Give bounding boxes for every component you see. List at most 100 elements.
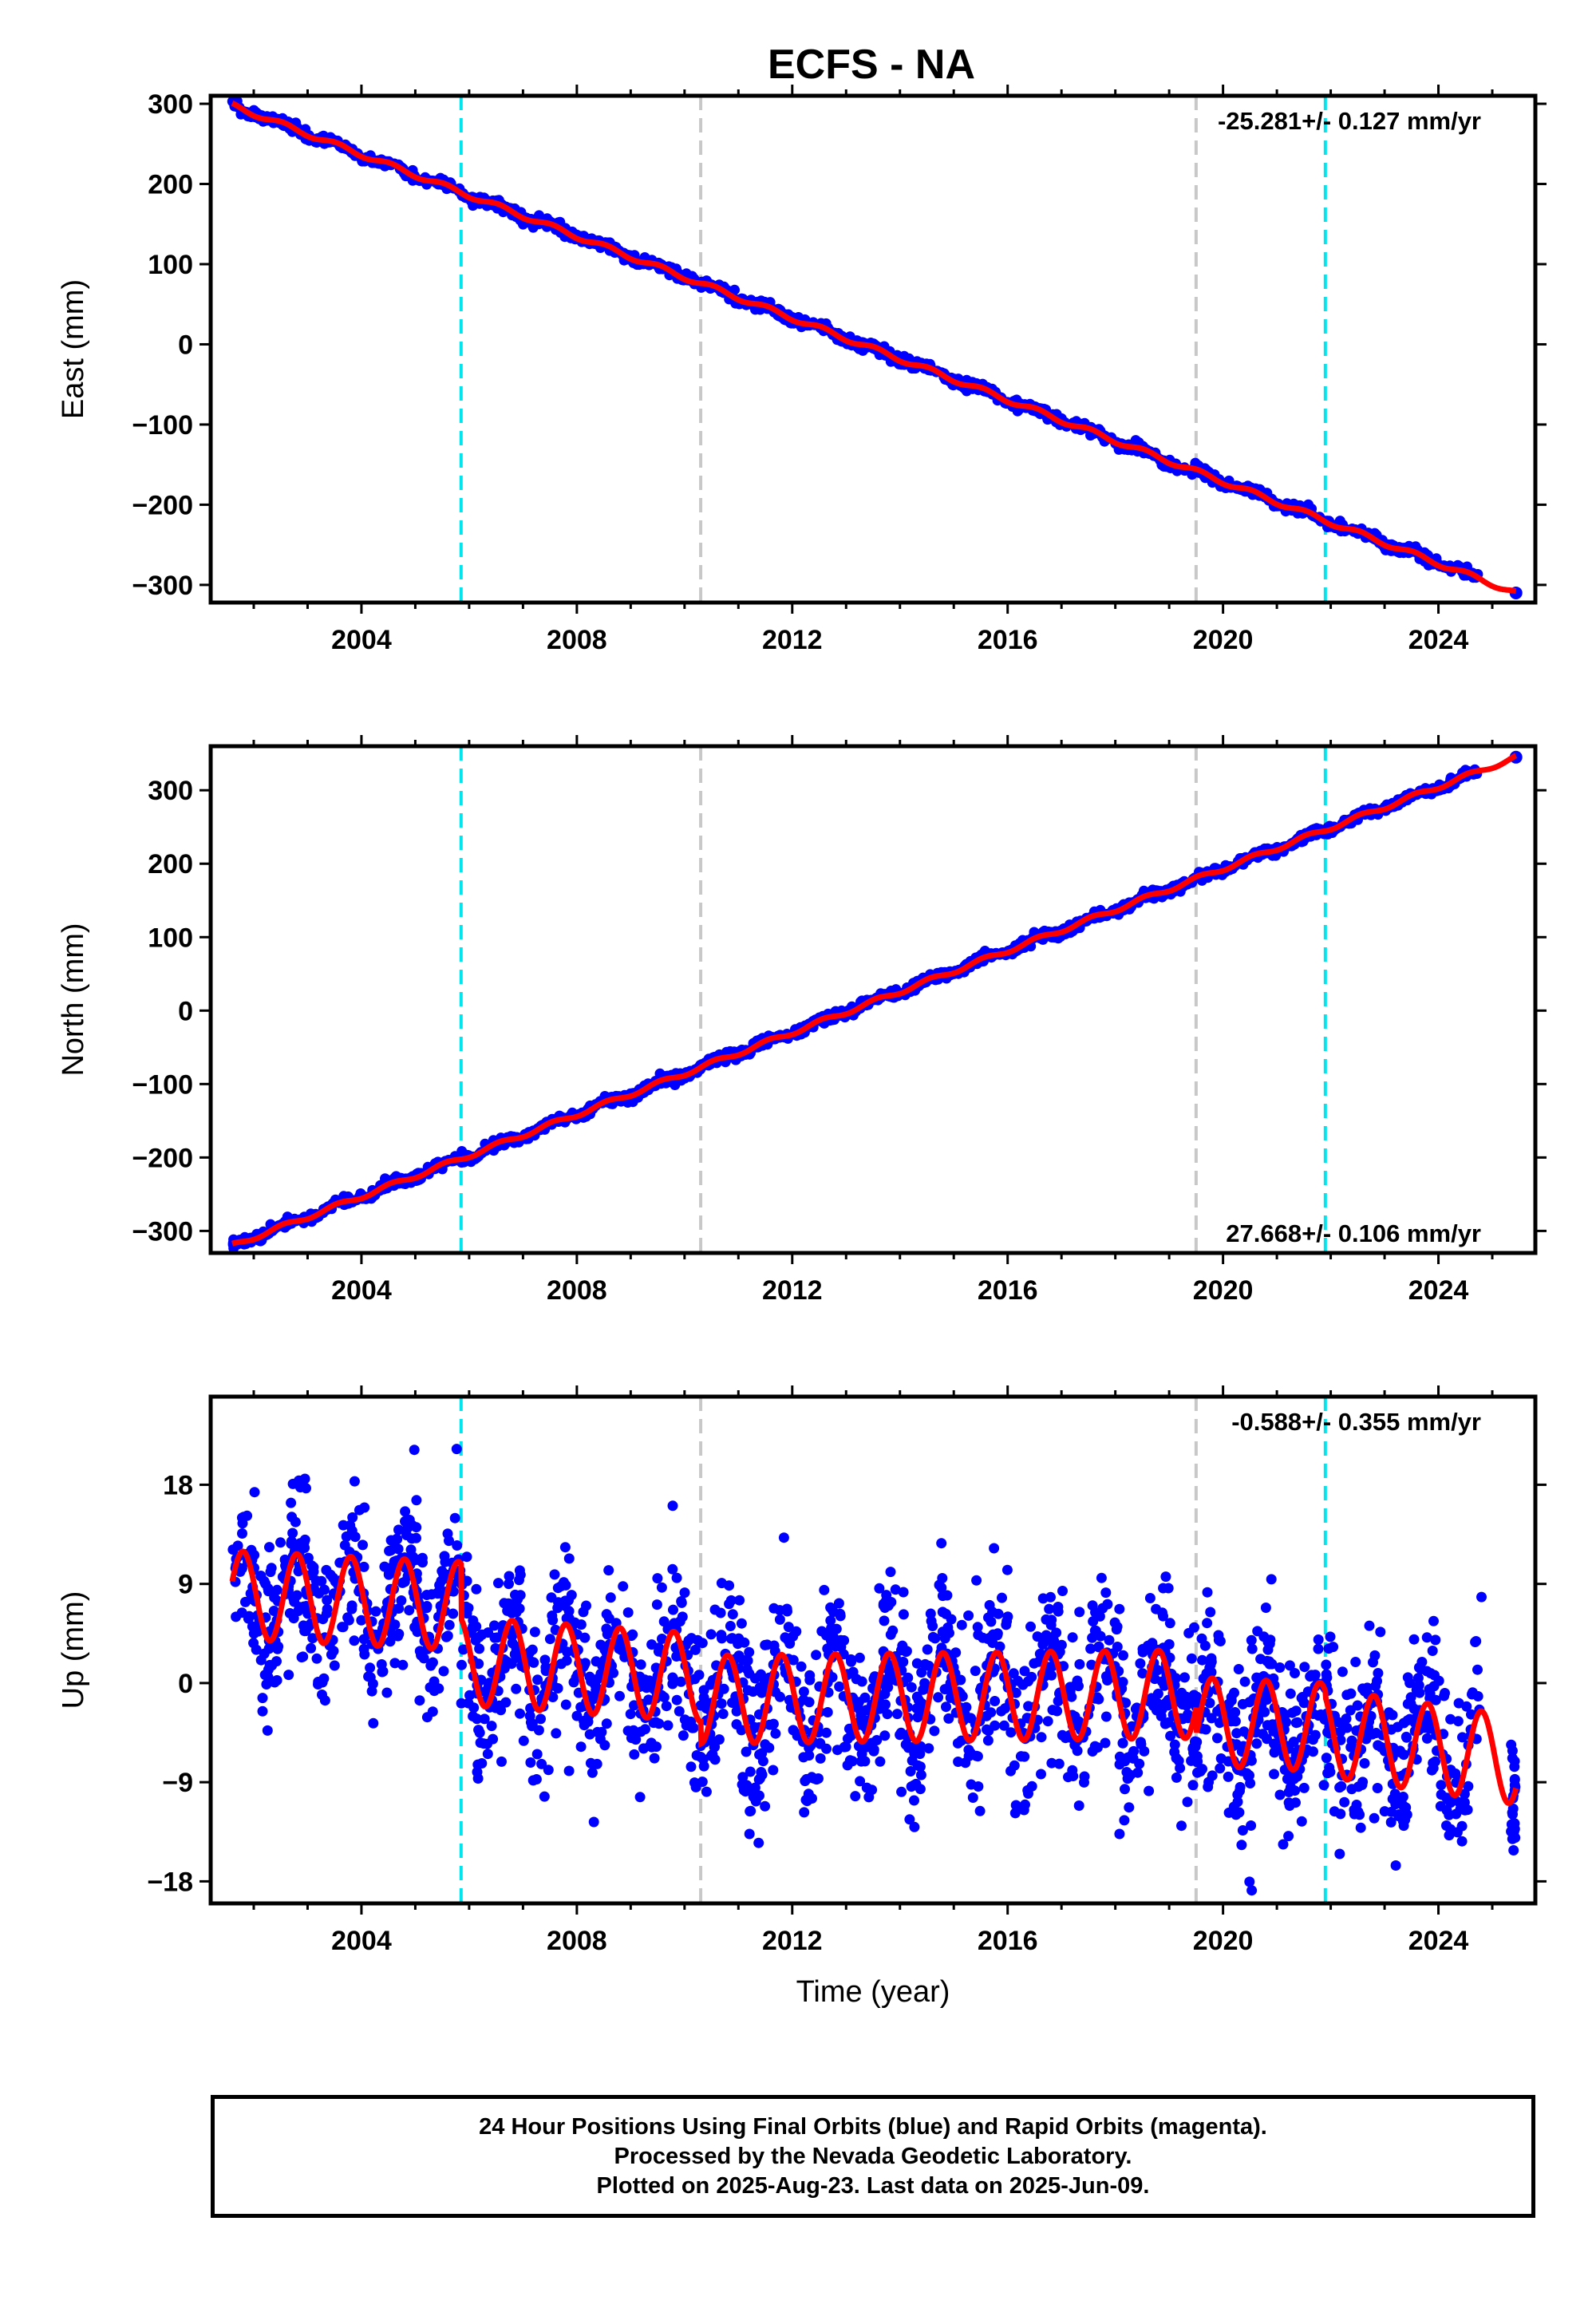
- data-point: [264, 1542, 275, 1553]
- data-point: [1124, 1802, 1135, 1813]
- data-point: [1010, 1800, 1021, 1811]
- data-point: [815, 1753, 826, 1764]
- data-point: [1321, 1659, 1332, 1670]
- data-point: [967, 1792, 978, 1803]
- data-point: [436, 1575, 447, 1587]
- data-point: [1292, 1771, 1303, 1782]
- y-tick-label: −100: [132, 1069, 193, 1100]
- data-point: [989, 1543, 1000, 1554]
- x-tick-label: 2012: [762, 1275, 823, 1306]
- data-point: [560, 1699, 571, 1710]
- data-point: [1036, 1769, 1046, 1780]
- data-point: [638, 1743, 649, 1754]
- data-point: [856, 1676, 867, 1687]
- data-point: [1430, 1756, 1440, 1767]
- data-point: [850, 1791, 861, 1802]
- x-tick-label: 2016: [978, 1275, 1038, 1306]
- data-point: [1397, 1800, 1408, 1811]
- data-point: [559, 1542, 571, 1553]
- data-point: [661, 1701, 672, 1712]
- data-point: [807, 1793, 817, 1804]
- data-point: [1230, 1707, 1241, 1717]
- data-point: [502, 1605, 513, 1616]
- data-point: [1471, 1636, 1482, 1646]
- data-point: [1139, 1745, 1150, 1757]
- data-point: [1387, 1709, 1398, 1721]
- data-point: [1023, 1788, 1033, 1799]
- data-point: [933, 1692, 944, 1703]
- data-point: [1165, 1730, 1176, 1741]
- data-point: [705, 1629, 717, 1640]
- data-point: [299, 1473, 310, 1484]
- data-point: [811, 1650, 822, 1661]
- data-point: [1408, 1634, 1420, 1645]
- data-point: [349, 1476, 360, 1487]
- data-point: [1114, 1751, 1125, 1762]
- data-point: [907, 1755, 918, 1766]
- data-point: [575, 1741, 587, 1753]
- data-point: [1020, 1799, 1030, 1810]
- data-point: [1251, 1738, 1262, 1749]
- data-point: [716, 1698, 727, 1709]
- data-point: [1079, 1777, 1089, 1788]
- data-point: [358, 1539, 368, 1551]
- data-point: [1335, 1734, 1346, 1745]
- data-point: [1073, 1800, 1084, 1811]
- data-point: [1104, 1634, 1115, 1646]
- data-point: [1353, 1781, 1364, 1792]
- data-point: [1037, 1593, 1049, 1604]
- data-point: [507, 1638, 518, 1649]
- data-point: [356, 1614, 367, 1626]
- data-point: [1445, 1713, 1456, 1725]
- data-point: [904, 1814, 915, 1825]
- data-point: [591, 1758, 602, 1769]
- x-tick-label: 2020: [1193, 1275, 1254, 1306]
- data-point: [1257, 1729, 1268, 1740]
- data-point: [404, 1605, 415, 1616]
- data-point: [674, 1705, 685, 1717]
- data-point: [1092, 1692, 1103, 1703]
- data-point: [1044, 1603, 1055, 1614]
- data-point: [1372, 1783, 1383, 1793]
- data-point: [796, 1661, 807, 1672]
- data-point: [1112, 1621, 1123, 1632]
- data-point: [821, 1630, 832, 1641]
- data-point: [349, 1635, 360, 1646]
- data-point: [909, 1795, 919, 1806]
- data-point: [1414, 1687, 1425, 1698]
- data-point: [774, 1614, 785, 1625]
- data-point: [1390, 1860, 1401, 1871]
- data-point: [1042, 1716, 1053, 1727]
- data-point: [689, 1644, 701, 1655]
- data-point: [451, 1444, 462, 1455]
- x-tick-label: 2024: [1408, 1275, 1469, 1306]
- data-point: [753, 1837, 764, 1848]
- data-point: [656, 1582, 667, 1593]
- data-point: [652, 1573, 663, 1584]
- data-point: [1236, 1840, 1247, 1851]
- data-point: [511, 1683, 522, 1694]
- data-point: [472, 1773, 484, 1784]
- data-point: [922, 1644, 933, 1655]
- data-point: [679, 1587, 690, 1599]
- plot-frame: [208, 93, 1538, 605]
- data-point: [859, 1756, 871, 1767]
- data-point: [257, 1705, 268, 1717]
- data-point: [799, 1807, 810, 1818]
- data-point: [1112, 1642, 1123, 1652]
- data-point: [626, 1733, 637, 1744]
- data-point: [269, 1677, 280, 1688]
- data-point: [350, 1531, 361, 1543]
- data-point: [1337, 1666, 1348, 1678]
- data-point: [319, 1695, 330, 1706]
- data-point: [1090, 1607, 1100, 1618]
- data-point: [438, 1666, 449, 1677]
- data-point: [1051, 1627, 1062, 1638]
- data-point: [1266, 1574, 1277, 1585]
- data-point: [389, 1619, 401, 1630]
- y-tick-label: 300: [148, 776, 193, 806]
- data-point: [396, 1595, 407, 1606]
- data-point: [898, 1609, 909, 1620]
- x-tick-label: 2024: [1408, 625, 1469, 655]
